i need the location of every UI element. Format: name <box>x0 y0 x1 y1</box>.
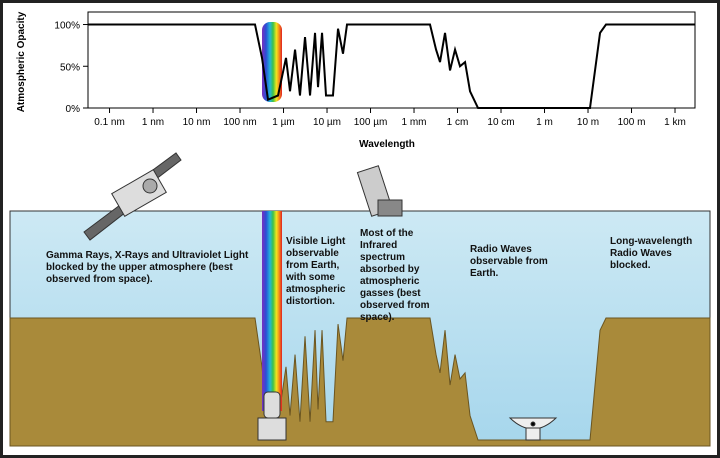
x-tick-label: 10 m <box>577 117 599 128</box>
x-tick-label: 100 m <box>618 117 646 128</box>
visible-band <box>262 211 282 411</box>
x-tick-label: 100 µm <box>354 117 388 128</box>
telescope-icon <box>356 165 403 217</box>
visible-band-top <box>262 22 282 102</box>
annotation: Visible Light observable from Earth, wit… <box>286 236 346 307</box>
x-tick-label: 0.1 nm <box>94 117 125 128</box>
x-tick-label: 1 km <box>664 117 686 128</box>
x-tick-label: 1 cm <box>447 117 469 128</box>
annotation: Gamma Rays, X-Rays and Ultraviolet Light… <box>46 250 249 285</box>
x-tick-label: 1 mm <box>402 117 427 128</box>
x-tick-label: 10 nm <box>183 117 211 128</box>
annotation: Most of the Infrared spectrum absorbed b… <box>360 228 430 323</box>
ground-area <box>9 317 711 447</box>
x-tick-label: 10 cm <box>487 117 514 128</box>
annotation: Long-wavelength Radio Waves blocked. <box>610 236 693 271</box>
x-axis-label: Wavelength <box>359 139 415 150</box>
plot-frame <box>87 11 696 109</box>
opacity-line <box>88 23 695 109</box>
x-tick-label: 10 µm <box>313 117 341 128</box>
x-tick-label: 1 m <box>536 117 553 128</box>
y-tick-label: 50% <box>60 62 80 73</box>
annotation: Radio Waves observable from Earth. <box>470 244 548 279</box>
y-axis-label: Atmospheric Opacity <box>16 11 27 112</box>
radio-dish-icon <box>508 417 558 441</box>
x-tick-label: 1 nm <box>142 117 164 128</box>
y-tick-label: 0% <box>66 104 81 115</box>
ground-telescope-icon <box>257 391 287 441</box>
x-tick-label: 100 nm <box>223 117 256 128</box>
satellite-icon <box>83 152 182 241</box>
x-tick-label: 1 µm <box>272 117 294 128</box>
y-tick-label: 100% <box>54 21 80 32</box>
